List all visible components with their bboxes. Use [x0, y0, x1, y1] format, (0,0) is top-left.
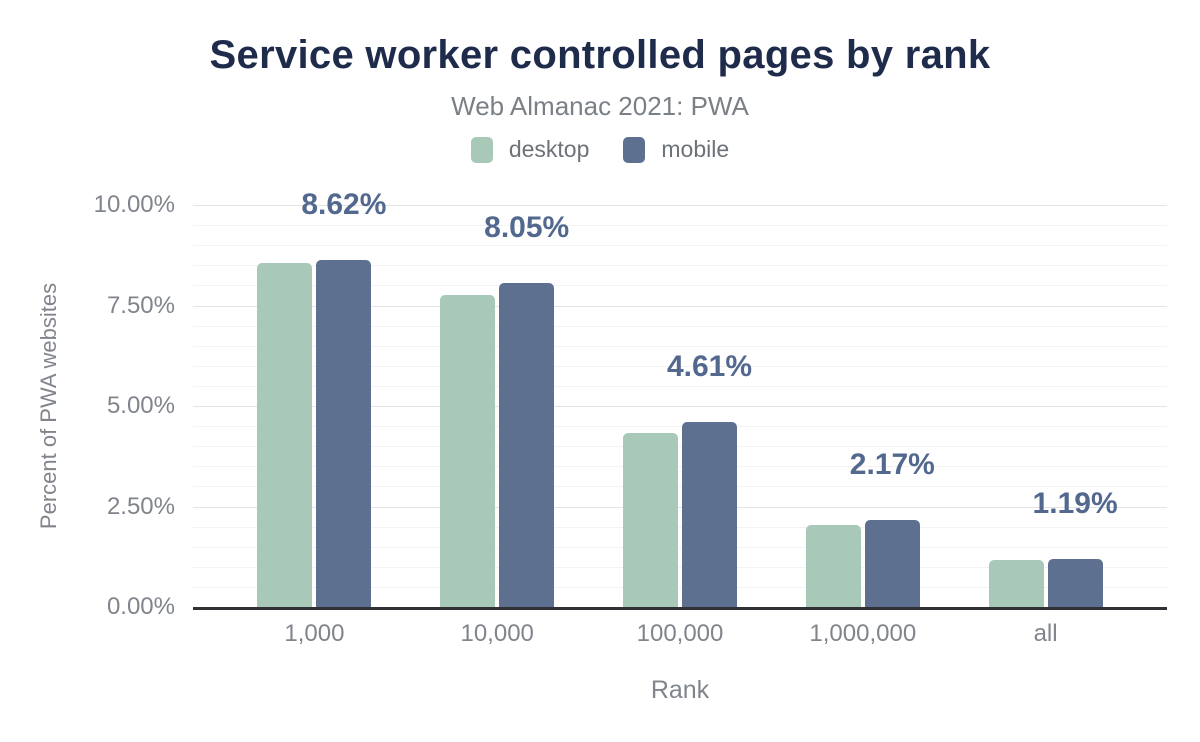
x-tick-label-1000000: 1,000,000 — [809, 620, 917, 647]
gridline-minor — [193, 265, 1167, 267]
bar-mobile-1000000 — [864, 519, 920, 607]
bar-desktop-1000000 — [805, 525, 861, 607]
gridline-minor — [193, 345, 1167, 347]
bar-desktop-all — [988, 559, 1044, 607]
gridline-major — [193, 205, 1167, 206]
bar-mobile-100000 — [682, 421, 737, 607]
bar-desktop-100000 — [623, 432, 678, 607]
gridline-minor — [193, 446, 1167, 448]
gridline-minor — [193, 426, 1167, 428]
legend-item-mobile: mobile — [623, 136, 729, 163]
plot-area: 8.62% 8.05% 4.61% 2.17% 1.19% — [193, 188, 1167, 610]
gridline-minor — [193, 245, 1167, 247]
value-label-1000000: 2.17% — [849, 447, 935, 481]
x-tick-label-1000: 1,000 — [284, 620, 345, 647]
y-tick-label: 10.00% — [93, 191, 175, 218]
desktop-swatch-icon — [470, 136, 493, 163]
gridline-minor — [193, 586, 1167, 588]
gridline-major — [193, 305, 1167, 307]
legend-item-desktop: desktop — [470, 136, 590, 163]
value-label-1000: 8.62% — [301, 188, 387, 222]
chart-subtitle: Web Almanac 2021: PWA — [451, 91, 749, 121]
gridline-minor — [193, 385, 1167, 387]
y-tick-label: 5.00% — [106, 392, 175, 419]
gridline-minor — [193, 546, 1167, 548]
y-tick-label: 7.50% — [106, 291, 175, 319]
gridline-minor — [193, 466, 1167, 468]
bar-mobile-10000 — [499, 283, 555, 607]
x-tick-label-100000: 100,000 — [636, 620, 724, 647]
y-tick-label: 2.50% — [106, 492, 175, 520]
value-label-10000: 8.05% — [484, 211, 570, 245]
gridline-minor — [193, 325, 1167, 327]
legend-label-mobile: mobile — [661, 136, 730, 162]
mobile-swatch-icon — [623, 136, 646, 163]
legend-label-desktop: desktop — [508, 136, 590, 162]
bar-mobile-all — [1047, 559, 1103, 607]
gridline-minor — [193, 486, 1167, 488]
gridline-minor — [193, 285, 1167, 287]
gridline-major — [193, 406, 1167, 407]
gridline-minor — [193, 526, 1167, 528]
gridline-minor — [193, 365, 1167, 367]
gridline-minor — [193, 225, 1167, 227]
value-label-100000: 4.61% — [666, 349, 753, 383]
x-tick-label-all: all — [1033, 620, 1058, 647]
x-axis-line — [193, 607, 1167, 610]
bar-desktop-10000 — [440, 295, 496, 607]
bar-desktop-1000 — [257, 263, 313, 607]
bar-mobile-1000 — [316, 260, 372, 607]
legend: desktop mobile — [0, 136, 1200, 163]
chart-title: Service worker controlled pages by rank — [209, 33, 991, 77]
gridline-minor — [193, 566, 1167, 568]
gridline-major — [193, 506, 1167, 508]
value-label-all: 1.19% — [1032, 487, 1118, 521]
x-tick-label-10000: 10,000 — [460, 620, 534, 647]
y-tick-label: 0.00% — [106, 593, 175, 620]
x-axis-title: Rank — [650, 676, 710, 704]
